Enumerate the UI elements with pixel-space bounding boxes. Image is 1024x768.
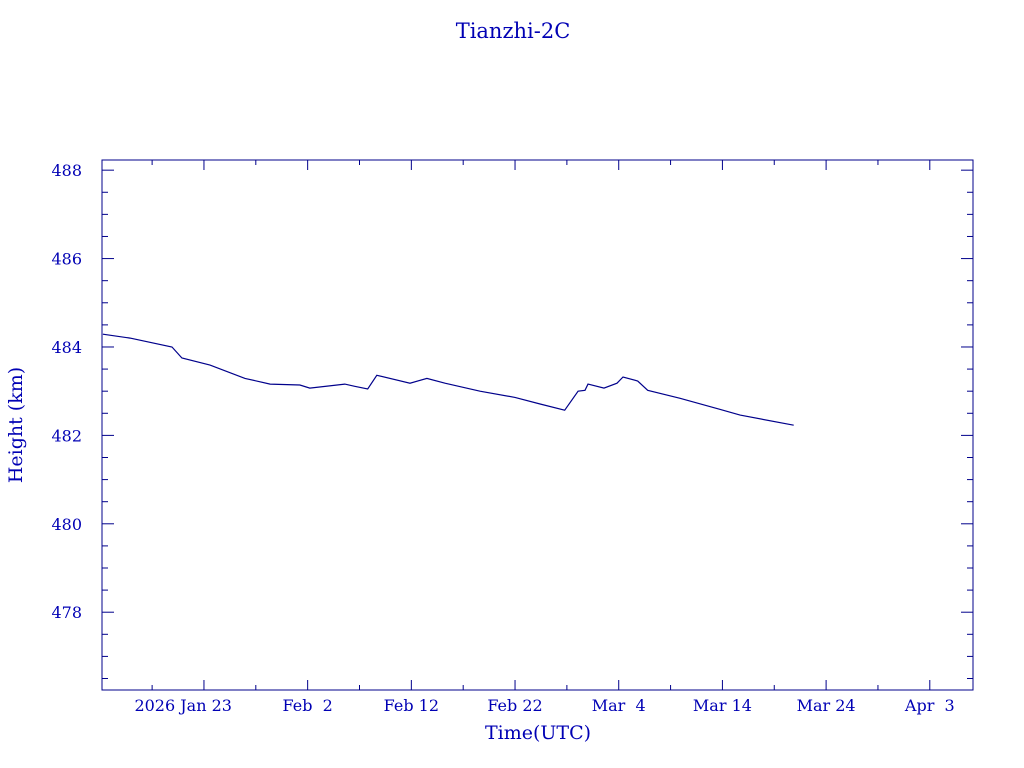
- x-axis-label: Time(UTC): [485, 722, 591, 744]
- series-line: [102, 333, 794, 426]
- x-tick-label: Feb 12: [384, 696, 439, 715]
- y-axis-label: Height (km): [5, 367, 27, 483]
- plot-frame: [101, 159, 974, 691]
- y-tick-label: 486: [51, 250, 82, 269]
- x-tick-label: 2026 Jan 23: [134, 696, 232, 715]
- y-tick-label: 482: [51, 426, 82, 445]
- x-tick-label: Mar 24: [797, 696, 856, 715]
- y-tick-label: 480: [51, 515, 82, 534]
- x-tick-label: Apr 3: [904, 696, 955, 715]
- chart-title: Tianzhi-2C: [456, 19, 571, 43]
- x-tick-label: Mar 14: [693, 696, 752, 715]
- y-tick-label: 484: [51, 338, 82, 357]
- x-tick-label: Mar 4: [592, 696, 646, 715]
- x-tick-label: Feb 2: [283, 696, 333, 715]
- x-tick-label: Feb 22: [487, 696, 542, 715]
- y-tick-label: 478: [51, 603, 82, 622]
- y-tick-label: 488: [51, 161, 82, 180]
